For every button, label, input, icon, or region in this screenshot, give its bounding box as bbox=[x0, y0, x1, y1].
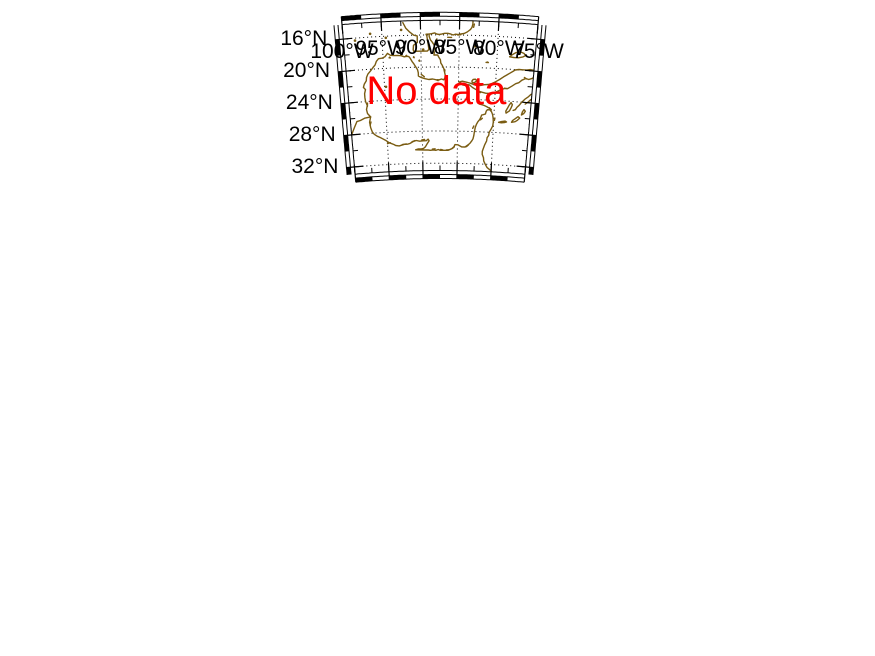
no-data-annotation: No data bbox=[366, 69, 507, 113]
map-frame bbox=[333, 11, 547, 183]
lon-tick-label: 90°W bbox=[394, 35, 447, 59]
lat-tick-label: 28°N bbox=[288, 122, 336, 146]
lon-tick-label: 75°W bbox=[512, 39, 564, 63]
lat-tick-label: 20°N bbox=[283, 59, 331, 83]
lon-tick-label: 95°W bbox=[355, 36, 407, 60]
lon-tick-label: 100°W bbox=[310, 39, 374, 63]
lat-tick-label: 24°N bbox=[285, 90, 333, 114]
lat-tick-label: 16°N bbox=[280, 27, 328, 51]
lon-tick-label: 85°W bbox=[433, 35, 486, 59]
lon-tick-label: 80°W bbox=[473, 36, 525, 60]
lat-tick-label: 32°N bbox=[291, 154, 339, 178]
